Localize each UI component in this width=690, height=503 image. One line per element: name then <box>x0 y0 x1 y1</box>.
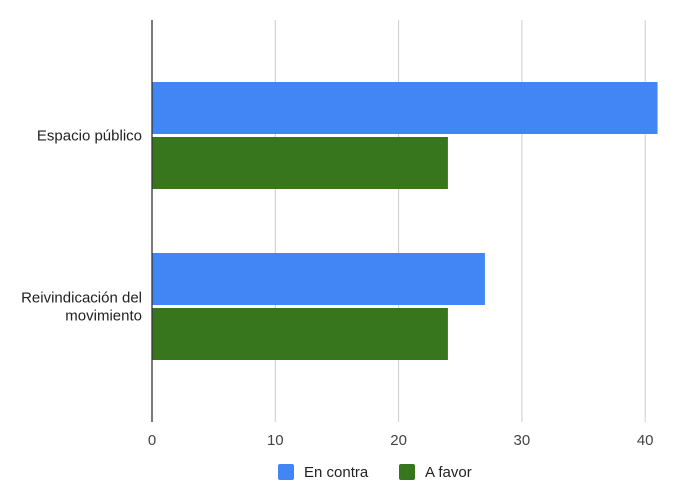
legend-label-a-favor: A favor <box>425 464 472 481</box>
legend-label-en-contra: En contra <box>304 464 369 481</box>
labels: 0 10 20 30 40 Espacio público Reivindicación d… <box>21 128 653 450</box>
bar-en-contra-1 <box>152 253 485 305</box>
gridlines <box>274 20 646 422</box>
x-tick-label: 20 <box>390 432 407 449</box>
category-label: Reivindicación del movimiento <box>21 290 142 325</box>
x-tick-label: 0 <box>148 432 156 449</box>
category-label: Espacio público <box>37 128 142 145</box>
x-tick-label: 40 <box>637 432 654 449</box>
legend: En contra A favor <box>278 464 472 481</box>
x-tick-label: 10 <box>267 432 284 449</box>
legend-swatch-a-favor <box>399 464 415 480</box>
legend-swatch-en-contra <box>278 464 294 480</box>
bars <box>152 82 658 360</box>
x-tick-label: 30 <box>514 432 531 449</box>
bar-en-contra-0 <box>152 82 658 134</box>
bar-a-favor-0 <box>152 137 448 189</box>
bar-a-favor-1 <box>152 308 448 360</box>
